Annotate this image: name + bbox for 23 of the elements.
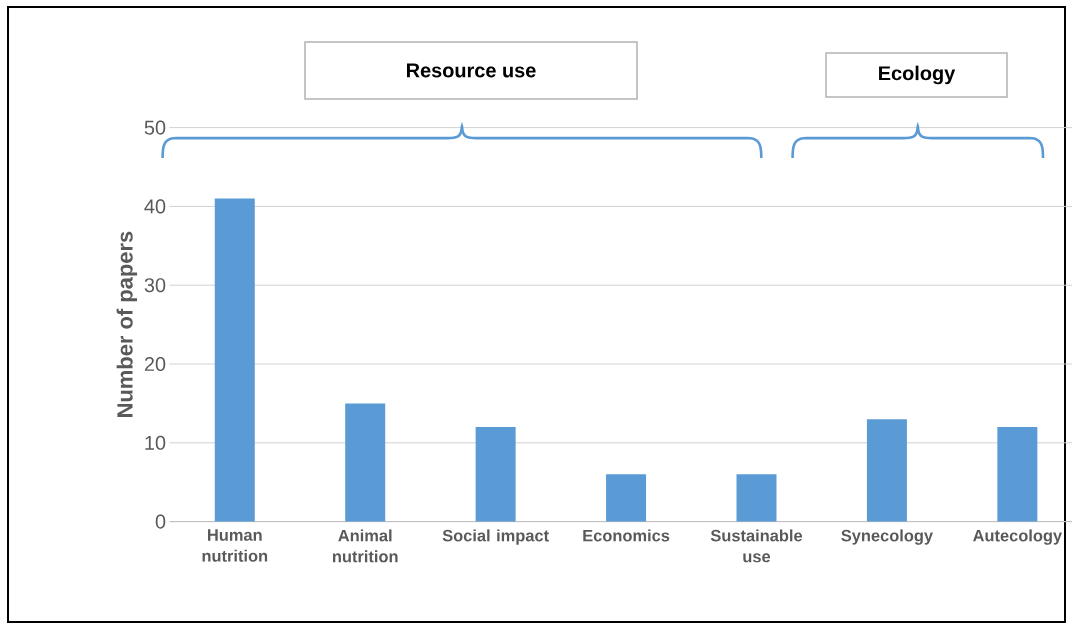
y-tick-label: 10 — [145, 435, 166, 450]
bar — [606, 474, 647, 522]
y-tick-label: 0 — [155, 514, 166, 529]
y-tick-label: 40 — [144, 199, 166, 214]
bar — [475, 427, 516, 522]
x-tick-label: Animal nutrition — [332, 529, 398, 563]
bar — [345, 403, 386, 522]
y-tick-label: 20 — [144, 356, 166, 372]
bar — [866, 419, 907, 522]
bar — [997, 427, 1038, 522]
x-tick-label: Social impact — [442, 529, 549, 545]
x-tick-label: Sustainable use — [710, 529, 803, 563]
y-tick-label: 50 — [144, 120, 166, 135]
y-tick-label: 30 — [144, 278, 166, 293]
x-tick-label: Economics — [583, 529, 670, 542]
text: Resource use — [406, 63, 536, 78]
text: Ecology — [879, 65, 956, 85]
x-tick-label: Synecology — [841, 529, 933, 545]
x-tick-label: Human nutrition — [202, 529, 268, 562]
x-tick-label: Autecology — [973, 529, 1063, 545]
bar — [214, 198, 255, 522]
bar — [736, 474, 777, 522]
y-axis-title: Number of papers — [116, 231, 138, 417]
